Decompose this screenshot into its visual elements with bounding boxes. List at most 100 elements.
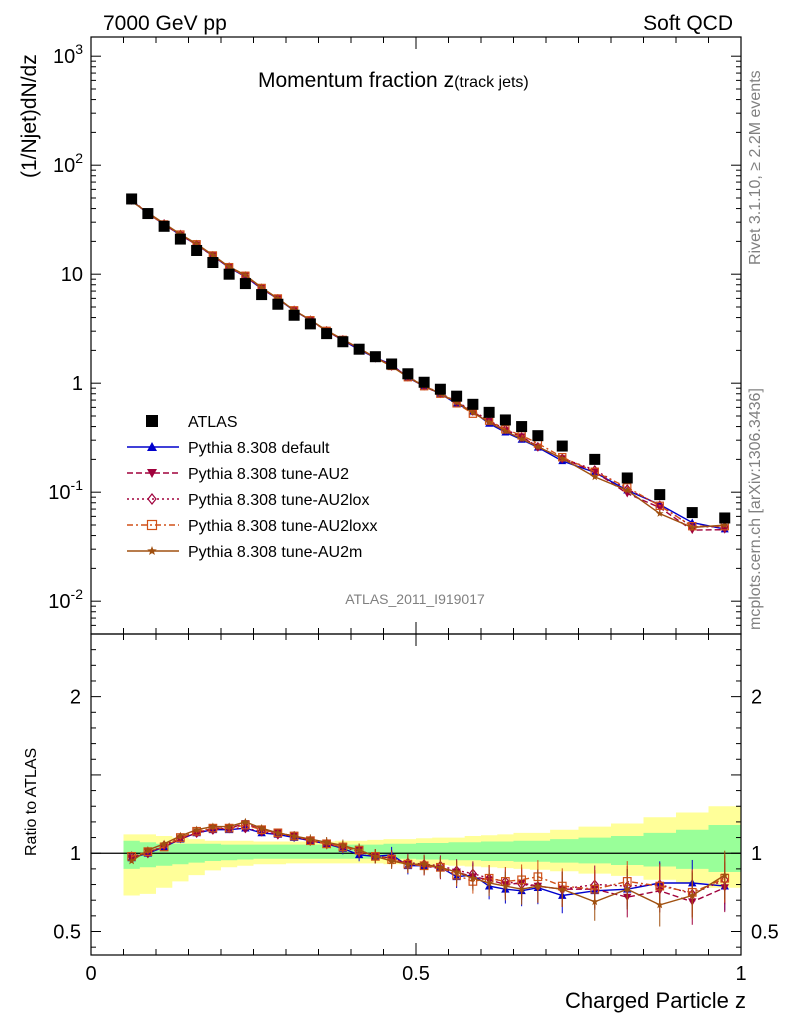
legend-marker-2 — [147, 469, 157, 478]
atlas-point-15 — [353, 343, 365, 355]
series-5-ratio-point-16 — [371, 852, 380, 860]
series-5-ratio-point-6 — [208, 822, 217, 830]
series-4-point-30 — [655, 501, 664, 510]
atlas-point-29 — [621, 472, 633, 484]
series-5-point-26 — [534, 442, 542, 451]
ratio-plot: 0 0.5 10.5 0.51 12 2 — [53, 633, 779, 985]
series-5-point-25 — [517, 434, 526, 443]
atlas-point-12 — [304, 318, 316, 330]
series-5-point-23 — [485, 418, 493, 426]
analysis-label: ATLAS_2011_I919017 — [345, 591, 485, 607]
ratio-y-tick-label: 1 — [70, 843, 81, 865]
series-5-point-27 — [558, 454, 567, 462]
series-5-ratio-point-4 — [176, 831, 185, 840]
atlas-point-11 — [288, 309, 300, 321]
atlas-point-20 — [434, 383, 446, 395]
series-5-point-31 — [688, 523, 697, 531]
series-5-ratio-point-1 — [127, 856, 136, 865]
series-5-point-32 — [720, 521, 729, 529]
series-5-point-7 — [225, 262, 233, 270]
legend-label-2: Pythia 8.308 tune-AU2 — [188, 466, 349, 483]
atlas-point-21 — [451, 390, 463, 402]
series-5-point-22 — [469, 408, 477, 416]
series-5-ratio-point-18 — [403, 860, 412, 868]
y-tick-label: 1 — [72, 373, 83, 395]
atlas-point-10 — [272, 298, 284, 310]
series-3-point-25 — [517, 432, 526, 443]
atlas-point-3 — [158, 220, 170, 232]
legend-label-5: Pythia 8.308 tune-AU2m — [188, 544, 362, 561]
series-5-ratio-point-31 — [688, 891, 697, 899]
series-5-ratio-point-14 — [338, 841, 347, 849]
beam-energy-label: 7000 GeV pp — [103, 12, 227, 35]
series-5-ratio-point-8 — [241, 817, 250, 826]
rivet-version-label: Rivet 3.1.10, ≥ 2.2M events — [747, 70, 764, 265]
series-5-ratio-point-30 — [655, 900, 664, 909]
atlas-point-25 — [516, 421, 528, 433]
y-tick-label: 102 — [53, 150, 83, 177]
x-tick-label: 1 — [735, 963, 746, 985]
chart-title-suffix: (track jets) — [454, 74, 529, 91]
legend-marker-1 — [147, 442, 157, 451]
series-5-point-8 — [241, 271, 250, 279]
atlas-point-28 — [589, 453, 601, 465]
atlas-point-5 — [191, 244, 203, 256]
legend: ATLAS Pythia 8.308 default Pythia 8.308 tu… — [127, 414, 377, 561]
series-5-point-29 — [623, 486, 632, 494]
atlas-point-4 — [174, 233, 186, 245]
y-axis-title: (1/Njet)dN/dz — [18, 54, 41, 178]
series-5-ratio-point-15 — [355, 845, 364, 854]
series-5-ratio-point-17 — [387, 856, 396, 865]
atlas-point-30 — [654, 489, 666, 501]
series-5-point-9 — [257, 283, 266, 291]
y-tick-label: 10-2 — [48, 586, 83, 613]
series-4-ratio-line — [131, 824, 726, 894]
series-5-ratio-point-23 — [485, 878, 494, 887]
legend-marker-3 — [147, 493, 157, 505]
series-5-ratio-point-26 — [533, 881, 542, 890]
series-5-point-30 — [655, 509, 664, 517]
atlas-point-16 — [369, 351, 381, 363]
legend-label-3: Pythia 8.308 tune-AU2lox — [188, 492, 369, 509]
ratio-y-tick-label-right: 1 — [751, 843, 762, 865]
chart-title: Momentum fraction z(track jets) — [258, 69, 529, 92]
atlas-point-24 — [499, 414, 511, 426]
series-5-ratio-point-20 — [436, 863, 445, 871]
atlas-point-1 — [126, 193, 138, 205]
legend-label-1: Pythia 8.308 default — [188, 440, 330, 457]
ratio-y-tick-label-right: 2 — [751, 687, 762, 709]
series-5-point-10 — [274, 294, 282, 302]
ratio-y-tick-label: 2 — [70, 687, 81, 709]
mcplots-label: mcplots.cern.ch [arXiv:1306.3436] — [747, 388, 764, 630]
atlas-point-18 — [402, 368, 414, 380]
ratio-y-tick-label-right: 0.5 — [751, 922, 779, 944]
atlas-point-9 — [256, 289, 268, 301]
atlas-point-14 — [337, 336, 349, 348]
atlas-point-6 — [207, 257, 219, 269]
atlas-point-2 — [142, 208, 154, 220]
series-5-point-28 — [590, 472, 599, 481]
atlas-point-19 — [418, 376, 430, 388]
series-5-point-21 — [452, 398, 461, 406]
y-tick-label: 10 — [61, 264, 83, 286]
atlas-point-17 — [386, 358, 398, 370]
main-plot: 10-2 10-1 1 10 102 103 — [48, 36, 742, 635]
y-tick-label: 10-1 — [48, 477, 83, 504]
series-5-ratio-point-2 — [143, 845, 152, 854]
category-label: Soft QCD — [643, 12, 733, 35]
atlas-point-7 — [223, 268, 235, 280]
legend-label-atlas: ATLAS — [188, 414, 238, 431]
atlas-point-8 — [239, 278, 251, 290]
series-5-point-5 — [192, 239, 201, 248]
ratio-frame — [90, 633, 742, 956]
series-5-ratio-point-21 — [452, 867, 461, 876]
x-tick-label: 0.5 — [402, 963, 430, 985]
chart-title-main: Momentum fraction z — [258, 69, 454, 92]
series-5-ratio-point-32 — [720, 870, 729, 879]
series-5-point-6 — [209, 251, 217, 259]
series-5-point-24 — [501, 427, 510, 435]
series-5-ratio-line — [131, 821, 726, 906]
ratio-y-tick-label: 0.5 — [53, 922, 81, 944]
atlas-point-27 — [556, 440, 568, 452]
